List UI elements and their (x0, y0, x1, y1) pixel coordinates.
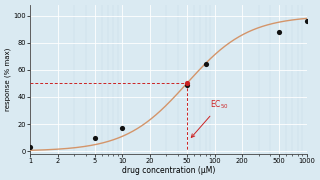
Point (203, 63, 208, 66)
Point (184, 83, 189, 86)
X-axis label: drug concentration (μM): drug concentration (μM) (122, 166, 215, 175)
Point (28, 146, 33, 148)
Point (92, 136, 97, 139)
Text: EC$_{50}$: EC$_{50}$ (191, 99, 229, 138)
Y-axis label: response (% max): response (% max) (5, 48, 12, 111)
Point (304, 20, 309, 22)
Point (184, 82, 189, 85)
Point (276, 31, 282, 33)
Point (120, 127, 125, 130)
